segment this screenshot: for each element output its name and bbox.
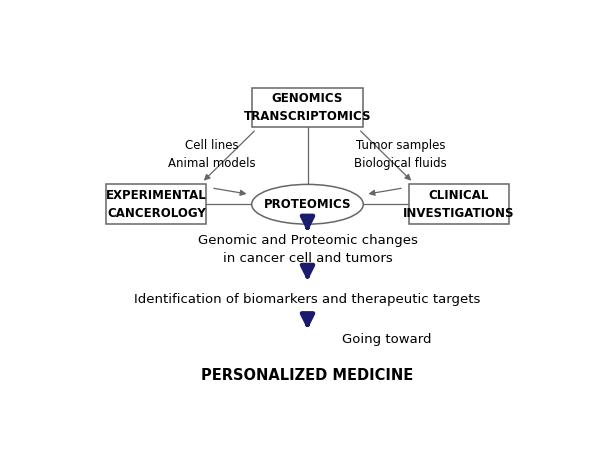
FancyBboxPatch shape: [409, 185, 509, 224]
Text: GENOMICS
TRANSCRIPTOMICS: GENOMICS TRANSCRIPTOMICS: [244, 92, 371, 123]
FancyBboxPatch shape: [252, 88, 364, 128]
Text: Going toward: Going toward: [343, 333, 432, 346]
Text: PERSONALIZED MEDICINE: PERSONALIZED MEDICINE: [202, 368, 413, 383]
Text: Genomic and Proteomic changes
in cancer cell and tumors: Genomic and Proteomic changes in cancer …: [197, 234, 418, 265]
Text: Identification of biomarkers and therapeutic targets: Identification of biomarkers and therape…: [134, 293, 481, 306]
Text: EXPERIMENTAL
CANCEROLOGY: EXPERIMENTAL CANCEROLOGY: [106, 189, 207, 220]
Ellipse shape: [252, 185, 364, 224]
Text: CLINICAL
INVESTIGATIONS: CLINICAL INVESTIGATIONS: [403, 189, 514, 220]
Text: Tumor samples
Biological fluids: Tumor samples Biological fluids: [354, 139, 447, 170]
Text: Cell lines
Animal models: Cell lines Animal models: [169, 139, 256, 170]
FancyBboxPatch shape: [106, 185, 206, 224]
Text: PROTEOMICS: PROTEOMICS: [264, 198, 351, 211]
